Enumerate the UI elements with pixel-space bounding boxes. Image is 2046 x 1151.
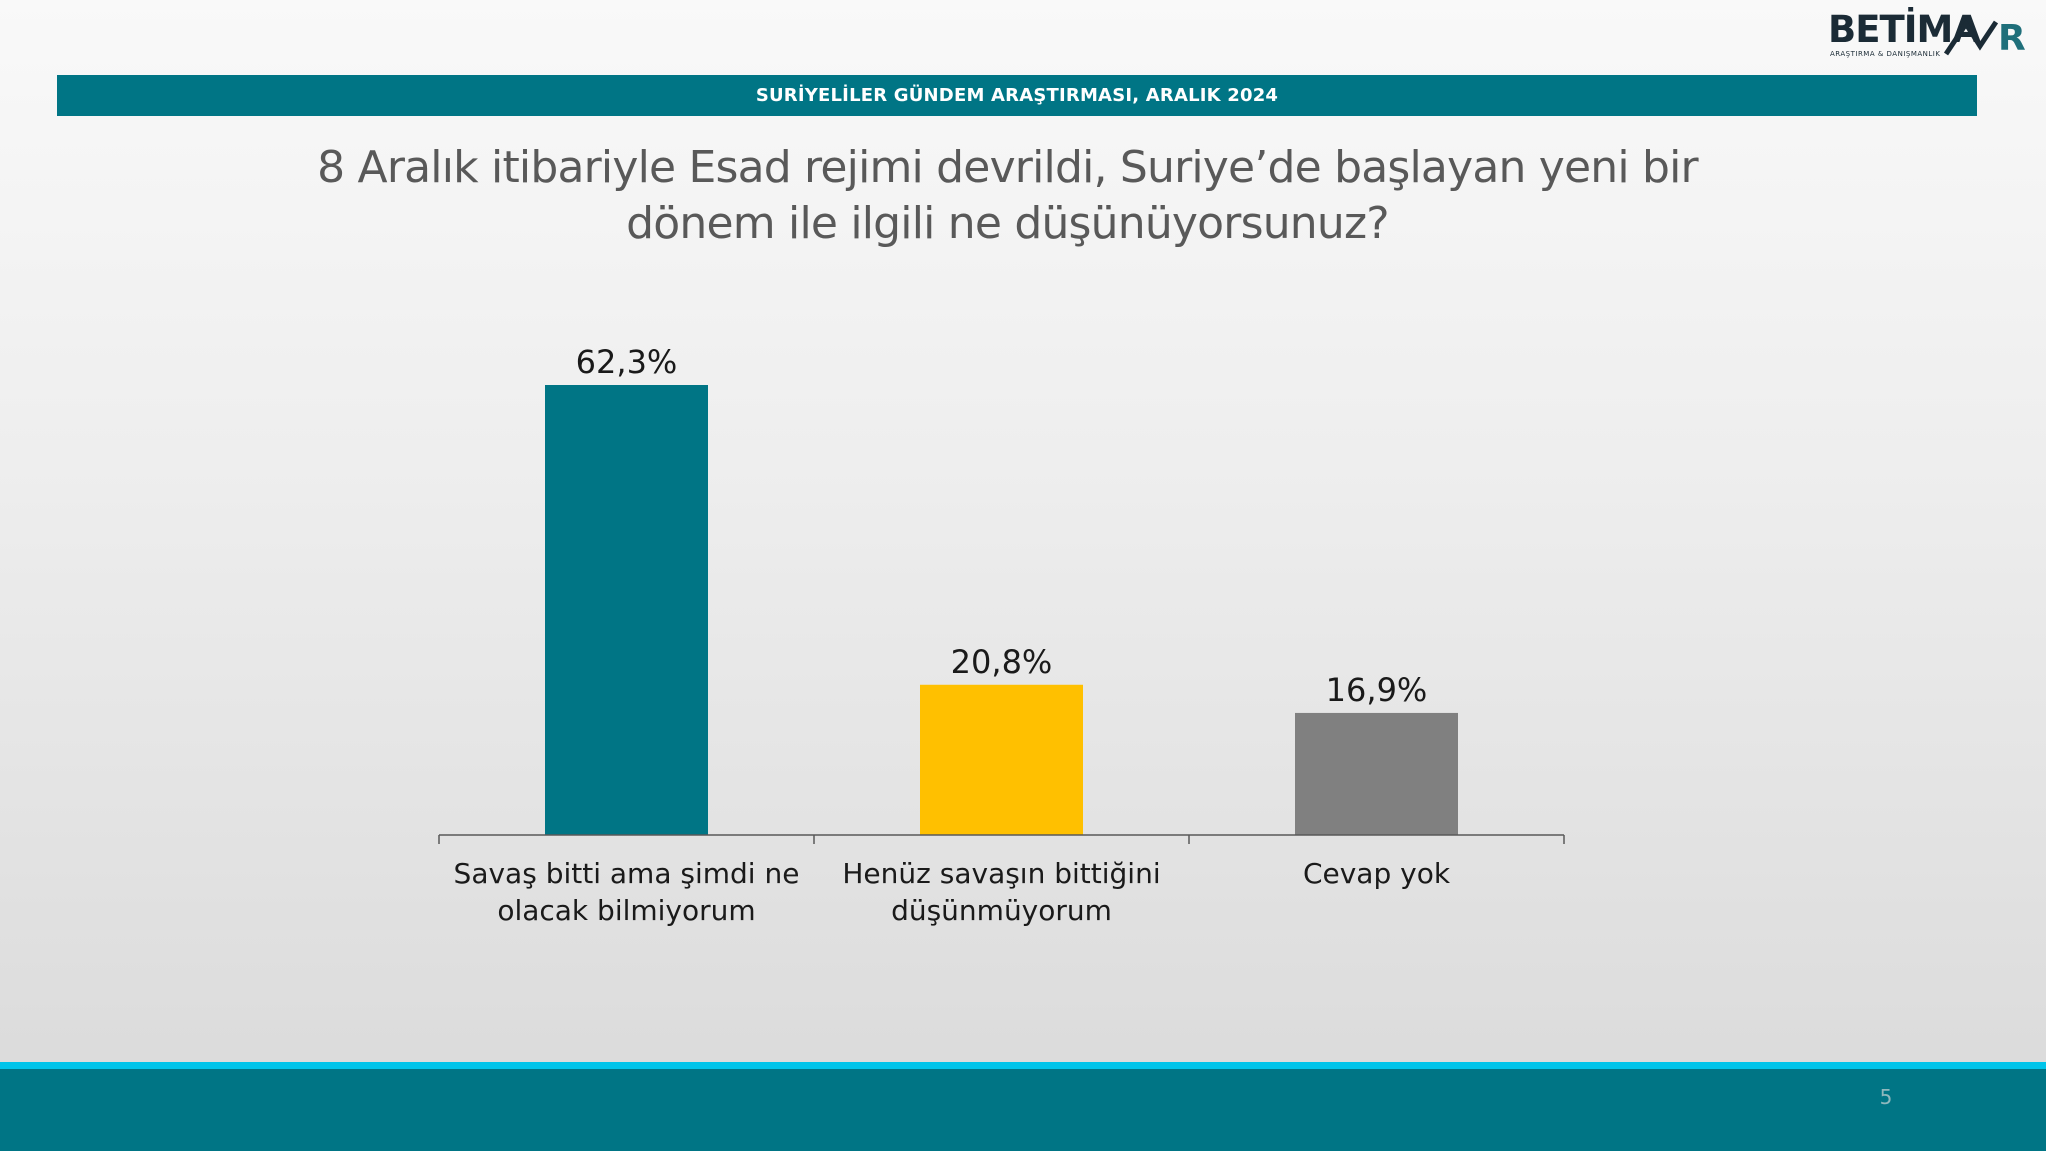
survey-title-band: SURİYELİLER GÜNDEM ARAŞTIRMASI, ARALIK 2… [57, 75, 1977, 116]
bar-1 [545, 385, 708, 835]
category-label-2-line-1: Henüz savaşın bittiğini [842, 857, 1160, 890]
betimar-logo: BETİMA R ARAŞTIRMA & DANIŞMANLIK [1824, 6, 2039, 58]
bar-3 [1295, 712, 1458, 835]
question-line-1: 8 Aralık itibariyle Esad rejimi devrildi… [317, 142, 1698, 193]
x-axis [438, 834, 1565, 844]
logo-tagline: ARAŞTIRMA & DANIŞMANLIK [1830, 50, 1941, 58]
category-label-1-line-1: Savaş bitti ama şimdi ne [454, 857, 800, 890]
value-label-3: 16,9% [1326, 671, 1428, 709]
logo-last-letter: R [1998, 18, 2026, 58]
bars-group [545, 385, 1458, 835]
survey-title: SURİYELİLER GÜNDEM ARAŞTIRMASI, ARALIK 2… [755, 85, 1279, 106]
category-label-1-line-2: olacak bilmiyorum [497, 894, 755, 927]
category-label-3-line-1: Cevap yok [1303, 857, 1451, 890]
bar-2 [920, 684, 1083, 835]
question-title: 8 Aralık itibariyle Esad rejimi devrildi… [300, 140, 1715, 252]
logo-arrow-icon: R [1944, 18, 2026, 58]
value-label-1: 62,3% [576, 343, 678, 381]
labels-group: 62,3% Savaş bitti ama şimdi ne olacak bilm… [454, 343, 1451, 927]
question-line-2: dönem ile ilgili ne düşünüyorsunuz? [626, 198, 1389, 249]
category-label-2-line-2: düşünmüyorum [891, 894, 1112, 927]
page-number: 5 [1879, 1085, 1893, 1109]
value-label-2: 20,8% [951, 643, 1053, 681]
bottom-bar [0, 1062, 2046, 1151]
